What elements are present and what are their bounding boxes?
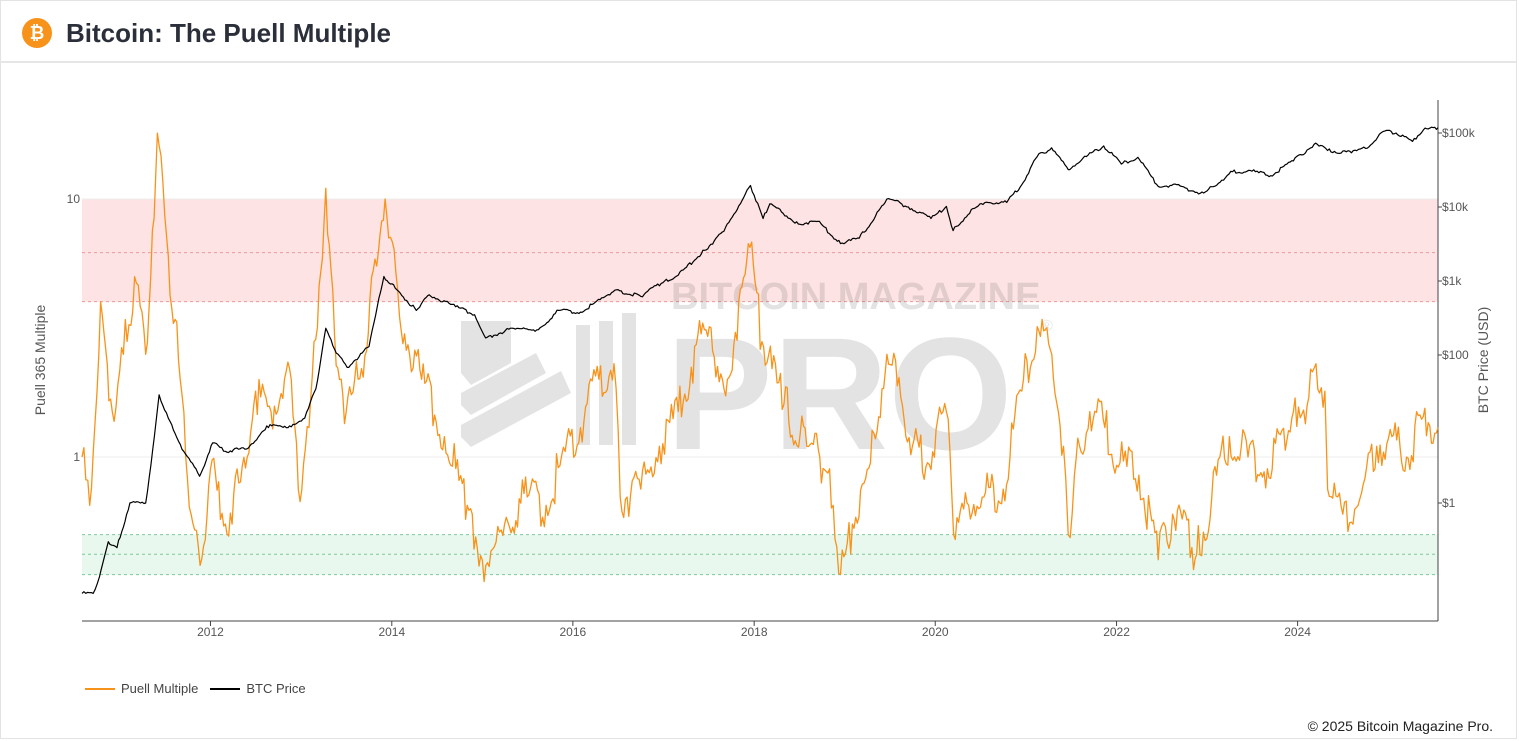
x-tick-2016: 2016 [560,625,587,639]
gridlines [82,198,1438,458]
watermark-bar-1 [576,325,590,445]
legend-item-puell[interactable]: Puell Multiple [85,681,198,696]
left-tick-10: 10 [67,192,81,206]
watermark-line2: PRO [666,304,1013,483]
series-btc-price[interactable] [81,126,1439,594]
watermark: BITCOIN MAGAZINE PRO ® [461,276,1053,483]
right-tick-$10k: $10k [1442,200,1469,214]
watermark-bar-3 [622,313,636,445]
legend-item-price[interactable]: BTC Price [210,681,306,696]
series-layer [81,126,1439,594]
right-tick-$100k: $100k [1442,126,1476,140]
x-tick-2020: 2020 [922,625,949,639]
watermark-chevron-3 [461,371,571,447]
left-axis-ticks: 10 1 [67,192,81,464]
watermark-bar-2 [599,321,613,445]
chart-frame: BITCOIN MAGAZINE PRO ® 2012 2014 2016 2018 2… [0,63,1517,739]
series-puell-multiple[interactable] [81,132,1439,583]
legend-label-price: BTC Price [246,681,306,696]
legend-label-puell: Puell Multiple [121,681,199,696]
copyright: © 2025 Bitcoin Magazine Pro. [1307,718,1493,734]
page-header: ₿ Bitcoin: The Puell Multiple [0,0,1517,63]
left-tick-1: 1 [73,450,80,464]
watermark-line1: BITCOIN MAGAZINE [671,276,1040,318]
puell-multiple-chart[interactable]: BITCOIN MAGAZINE PRO ® 2012 2014 2016 2018 2… [1,63,1518,739]
zone-red [82,199,1438,302]
page-title: Bitcoin: The Puell Multiple [66,18,391,48]
right-axis-title: BTC Price (USD) [1475,307,1491,414]
legend-swatch-price [210,687,241,690]
x-tick-2024: 2024 [1284,625,1311,639]
left-axis-title: Puell 365 Multiple [32,305,48,416]
watermark-chevron-2 [461,353,546,415]
x-tick-2022: 2022 [1103,625,1130,639]
x-tick-2014: 2014 [378,625,405,639]
bitcoin-logo-icon: ₿ [22,18,52,48]
watermark-chevron-1 [461,321,511,385]
zones-group [82,198,1438,576]
legend: Puell Multiple BTC Price [85,681,306,696]
legend-swatch-puell [85,687,115,690]
x-axis-ticks: 2012 2014 2016 2018 2020 2022 2024 [197,621,1311,639]
right-axis-ticks: $100k $10k $1k $100 $1 [1438,126,1476,510]
x-tick-2018: 2018 [741,625,768,639]
right-tick-$1: $1 [1442,496,1456,510]
right-tick-$100: $100 [1442,348,1469,362]
right-tick-$1k: $1k [1442,274,1462,288]
x-tick-2012: 2012 [197,625,224,639]
